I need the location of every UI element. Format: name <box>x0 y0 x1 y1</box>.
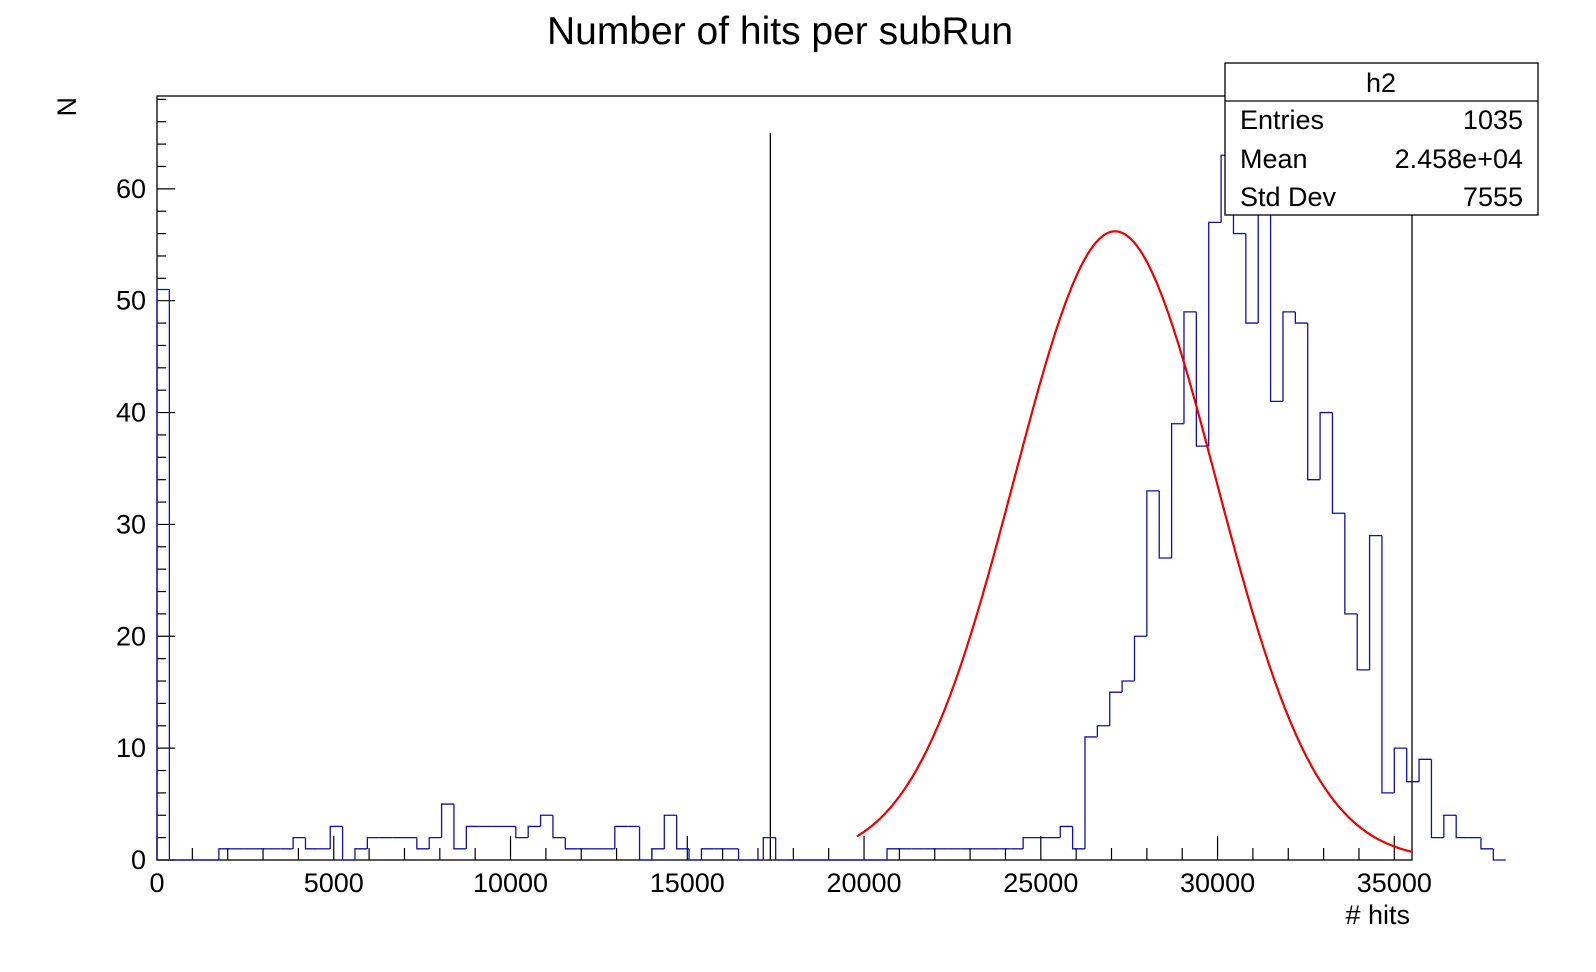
histogram-bin <box>1022 836 1036 849</box>
histogram-bin <box>428 836 442 849</box>
histogram-bin <box>1195 311 1209 447</box>
histogram-bin <box>1269 132 1283 403</box>
histogram-bin <box>1096 725 1110 737</box>
histogram-bin <box>539 814 553 827</box>
histogram-bin <box>762 836 776 860</box>
y-tick-label: 10 <box>116 733 146 763</box>
histogram-bin <box>1170 423 1184 558</box>
histogram-bin <box>700 848 714 860</box>
stats-label-mean: Mean <box>1240 144 1308 174</box>
histogram-bin <box>366 836 380 849</box>
histogram-bin <box>1109 691 1123 726</box>
histogram-bin <box>1245 233 1259 324</box>
histogram-bin <box>515 826 529 839</box>
x-tick-label: 20000 <box>826 868 901 898</box>
chart-title: Number of hits per subRun <box>547 10 1013 53</box>
histogram-bin <box>1455 815 1469 839</box>
histogram-bin <box>1294 311 1308 324</box>
histogram-bin <box>737 848 751 861</box>
x-tick-label: 30000 <box>1180 868 1255 898</box>
histogram-bin <box>1430 759 1444 839</box>
x-tick-label: 35000 <box>1357 868 1432 898</box>
x-tick-label: 25000 <box>1003 868 1078 898</box>
y-tick-label: 50 <box>116 286 146 316</box>
histogram-bin <box>465 825 479 849</box>
histogram-bin <box>168 289 182 861</box>
histogram-layer <box>156 132 1506 861</box>
histogram-bin <box>1084 736 1098 849</box>
histogram-bin <box>651 848 665 860</box>
histogram-bin <box>1183 311 1197 424</box>
histogram-bin <box>1307 323 1321 481</box>
histogram-bin <box>1393 747 1407 793</box>
histogram-bin <box>156 288 170 860</box>
y-tick-label: 40 <box>116 398 146 428</box>
histogram-bin <box>329 825 343 849</box>
histogram-bin <box>1121 680 1135 693</box>
histogram-bin <box>1133 635 1147 682</box>
histogram-bin <box>1208 221 1222 447</box>
histogram-bin <box>440 803 454 838</box>
x-tick-label: 15000 <box>650 868 725 898</box>
stats-box: h2 Entries 1035 Mean 2.458e+04 Std Dev 7… <box>1224 62 1539 216</box>
histogram-bin <box>1418 758 1432 782</box>
histogram-bin <box>416 837 430 850</box>
histogram-bin <box>527 825 541 838</box>
stats-box-title: h2 <box>1366 68 1396 98</box>
histogram-bin <box>1331 412 1345 514</box>
histogram-bin <box>1071 826 1085 850</box>
histogram-bin <box>1443 814 1457 838</box>
stats-label-stddev: Std Dev <box>1240 182 1337 212</box>
histogram-bin <box>688 848 702 861</box>
histogram-bin <box>453 804 467 850</box>
fit-layer <box>856 230 1413 853</box>
histogram-bin <box>1282 311 1296 402</box>
x-tick-label: 0 <box>149 868 164 898</box>
histogram-bin <box>775 837 789 861</box>
histogram-bin <box>564 837 578 850</box>
histogram-bin <box>638 826 652 861</box>
stats-value-stddev: 7555 <box>1463 182 1523 212</box>
histogram-bin <box>1059 825 1073 838</box>
histogram-bin <box>1480 837 1494 850</box>
x-tick-label: 10000 <box>473 868 548 898</box>
histogram-bin <box>341 826 355 861</box>
x-axis-label: # hits <box>1345 900 1410 930</box>
histogram-bin <box>1146 490 1160 637</box>
y-tick-label: 0 <box>131 845 146 875</box>
histogram-bin <box>1344 513 1358 615</box>
y-tick-label: 60 <box>116 174 146 204</box>
histogram-bin <box>886 848 900 860</box>
histogram-bin <box>663 814 677 849</box>
y-tick-label: 30 <box>116 509 146 539</box>
histogram-bin <box>676 815 690 850</box>
histogram-bin <box>552 815 566 839</box>
y-tick-label: 20 <box>116 621 146 651</box>
histogram-bin <box>292 836 306 849</box>
y-axis-label: N <box>52 97 82 117</box>
histogram-bin <box>1368 534 1382 670</box>
histogram-bin <box>614 825 628 849</box>
gaussian-fit-curve <box>856 230 1413 853</box>
histogram-bin <box>1319 411 1333 480</box>
histogram-bin <box>304 837 318 850</box>
stats-box-frame <box>1224 62 1539 216</box>
histogram-bin <box>354 848 368 860</box>
stats-value-mean: 2.458e+04 <box>1395 144 1523 174</box>
stats-label-entries: Entries <box>1240 105 1324 135</box>
histogram-bin <box>1492 848 1506 861</box>
x-tick-label: 5000 <box>304 868 364 898</box>
histogram-bin <box>1381 535 1395 794</box>
histogram-bin <box>1356 613 1370 671</box>
stats-value-entries: 1035 <box>1463 105 1523 135</box>
histogram-bin <box>1406 748 1420 783</box>
histogram-bin <box>1158 490 1172 559</box>
histogram-bin <box>218 848 232 860</box>
